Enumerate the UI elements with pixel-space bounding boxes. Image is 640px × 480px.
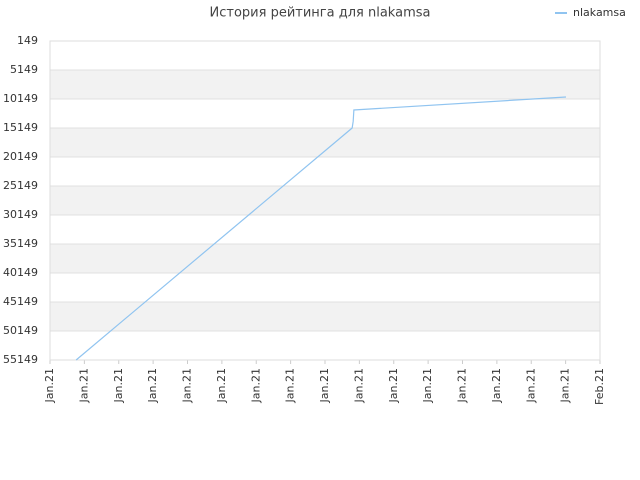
y-tick-label: 30149 (3, 208, 38, 221)
plot-border (49, 40, 601, 361)
legend-label: nlakamsa (573, 6, 626, 19)
y-tick-label: 149 (17, 34, 38, 47)
grid-band (50, 244, 600, 273)
x-tick-label: Feb.21 (593, 368, 606, 405)
grid-band (50, 302, 600, 331)
series-line (75, 96, 567, 361)
x-tick-label: Jan.21 (559, 368, 572, 403)
chart-title: История рейтинга для nlakamsa (210, 6, 431, 21)
x-tick-label: Jan.21 (112, 368, 125, 403)
y-tick-label: 10149 (3, 92, 38, 105)
y-tick-label: 35149 (3, 237, 38, 250)
x-tick-label: Jan.21 (490, 368, 503, 403)
y-tick-label: 5149 (10, 63, 38, 76)
y-tick-label: 15149 (3, 121, 38, 134)
x-tick-label: Jan.21 (387, 368, 400, 403)
y-tick-label: 55149 (3, 353, 38, 366)
y-tick-label: 20149 (3, 150, 38, 163)
x-tick-label: Jan.21 (524, 368, 537, 403)
y-tick-label: 45149 (3, 295, 38, 308)
x-tick-label: Jan.21 (181, 368, 194, 403)
grid-band (50, 128, 600, 157)
grid-band (50, 70, 600, 99)
x-tick-label: Jan.21 (421, 368, 434, 403)
x-tick-label: Jan.21 (318, 368, 331, 403)
grid-band (50, 186, 600, 215)
x-tick-label: Jan.21 (43, 368, 56, 403)
x-tick-label: Jan.21 (352, 368, 365, 403)
x-tick-label: Jan.21 (215, 368, 228, 403)
y-tick-label: 50149 (3, 324, 38, 337)
x-tick-label: Jan.21 (77, 368, 90, 403)
x-tick-label: Jan.21 (456, 368, 469, 403)
y-tick-label: 25149 (3, 179, 38, 192)
x-tick-label: Jan.21 (249, 368, 262, 403)
x-tick-label: Jan.21 (146, 368, 159, 403)
y-tick-label: 40149 (3, 266, 38, 279)
x-tick-label: Jan.21 (284, 368, 297, 403)
